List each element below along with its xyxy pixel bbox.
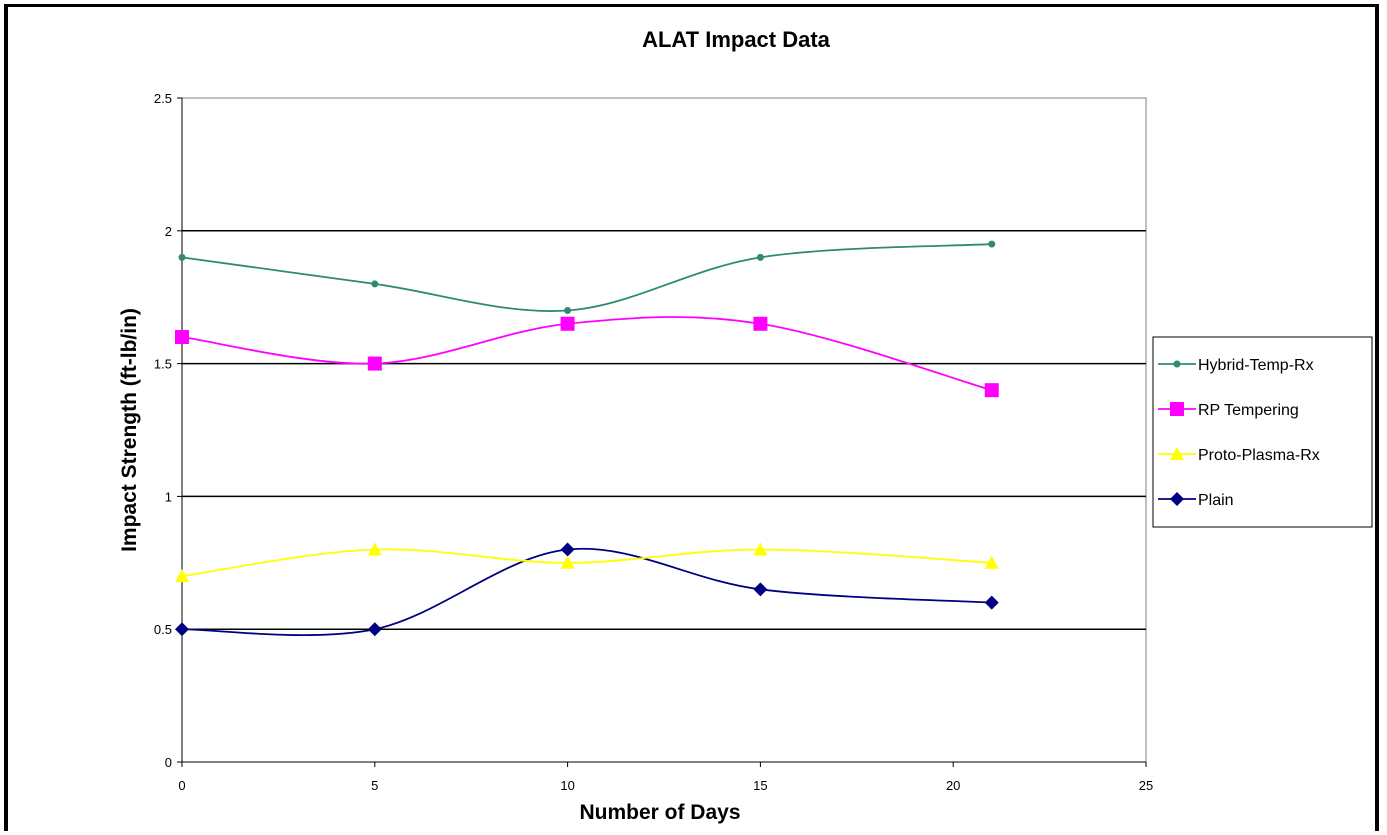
series-markers [175,240,999,637]
data-point-plain [560,542,575,557]
data-point-rp-tempering [560,316,575,331]
y-tick-label: 0.5 [154,622,172,637]
y-tick-label: 1 [165,489,172,504]
data-point-proto-plasma-rx [175,569,189,583]
legend-marker-rp-tempering [1170,402,1184,416]
data-point-hybrid-temp-rx [178,253,186,261]
x-axis-title: Number of Days [579,801,740,824]
y-tick-label: 0 [165,755,172,770]
legend: Hybrid-Temp-Rx RP Tempering Proto-Plasma-R… [1152,336,1373,528]
x-tick-label: 0 [178,778,185,793]
x-tick-label: 10 [560,778,574,793]
legend-items: Hybrid-Temp-Rx RP Tempering Proto-Plasma-R… [1158,357,1320,509]
data-point-plain [753,582,768,597]
chart-title: ALAT Impact Data [642,27,831,52]
legend-box [1152,336,1373,528]
data-point-proto-plasma-rx [753,542,768,556]
data-point-rp-tempering [984,383,999,398]
legend-marker-hybrid-temp-rx [1173,360,1181,368]
x-tick-label: 20 [946,778,960,793]
legend-label-plain: Plain [1198,492,1234,509]
y-tick-label: 1.5 [154,357,172,372]
data-point-plain [367,622,382,637]
chart-frame: ALAT Impact Data 0 0.5 1 1.5 2 2.5 0 5 10 15 20 25… [4,4,1379,831]
data-point-hybrid-temp-rx [756,253,764,261]
data-point-plain [984,595,999,610]
data-point-rp-tempering [753,316,768,331]
y-axis-ticks: 0 0.5 1 1.5 2 2.5 [154,91,182,770]
y-tick-label: 2.5 [154,91,172,106]
plot-area [181,97,1147,763]
data-point-plain [175,622,189,637]
data-point-hybrid-temp-rx [988,240,996,248]
legend-label-rp-tempering: RP Tempering [1198,402,1299,419]
x-axis-ticks: 0 5 10 15 20 25 [178,762,1153,793]
axes [181,98,1146,763]
x-tick-label: 15 [753,778,767,793]
y-tick-label: 2 [165,224,172,239]
data-point-proto-plasma-rx [560,555,575,569]
data-point-proto-plasma-rx [984,555,999,569]
data-point-hybrid-temp-rx [371,280,379,288]
data-point-rp-tempering [367,356,382,371]
y-axis-title: Impact Strength (ft-lb/in) [118,308,141,552]
line-chart: ALAT Impact Data 0 0.5 1 1.5 2 2.5 0 5 10 15 20 25… [118,27,1373,824]
data-point-rp-tempering [175,330,189,345]
x-tick-label: 25 [1139,778,1153,793]
data-point-proto-plasma-rx [367,542,382,556]
data-point-hybrid-temp-rx [564,306,572,314]
x-tick-label: 5 [371,778,378,793]
legend-label-hybrid-temp-rx: Hybrid-Temp-Rx [1198,357,1314,374]
legend-marker-plain [1170,492,1184,506]
legend-marker-proto-plasma-rx [1170,447,1184,460]
legend-label-proto-plasma-rx: Proto-Plasma-Rx [1198,447,1320,464]
